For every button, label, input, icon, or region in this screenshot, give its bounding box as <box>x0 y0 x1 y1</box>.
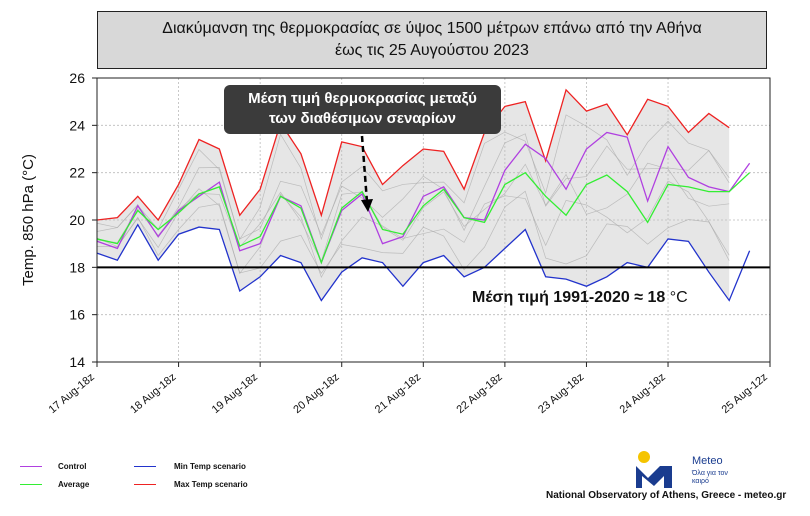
x-tick-label: 23 Aug-18z <box>536 371 586 416</box>
x-tick-label: 22 Aug-18z <box>454 371 504 416</box>
x-tick-label: 21 Aug-18z <box>373 371 423 416</box>
footer-credit: National Observatory of Athens, Greece -… <box>546 490 787 501</box>
x-tick-label: 17 Aug-18z <box>47 371 97 416</box>
logo-tagline: Όλα για τον καιρό <box>692 470 728 485</box>
mean-label-text: Μέση τιμή 1991-2020 ≈ 18 <box>472 289 666 306</box>
x-tick-label: 20 Aug-18z <box>291 371 341 416</box>
mean-label-unit: °C <box>669 289 688 306</box>
y-tick-label: 16 <box>69 307 85 323</box>
x-tick-label: 24 Aug-18z <box>618 371 668 416</box>
legend-control-swatch <box>20 466 42 467</box>
legend-control: Control <box>20 462 86 471</box>
series-line-min <box>96 223 751 302</box>
y-tick-label: 20 <box>69 212 85 228</box>
legend-min: Min Temp scenario <box>134 462 246 471</box>
chart-title-line2: έως τις 25 Αυγούστου 2023 <box>335 42 529 59</box>
legend-average: Average <box>20 480 89 489</box>
legend-max: Max Temp scenario <box>134 480 248 489</box>
legend-average-label: Average <box>58 480 90 489</box>
meteo-logo-icon <box>636 451 672 488</box>
ensemble-member-line <box>96 114 730 241</box>
average-callout: Μέση τιμή θερμοκρασίας μεταξύ των διαθέσ… <box>224 85 501 134</box>
y-tick-label: 14 <box>69 354 85 370</box>
callout-arrow-head <box>361 199 373 212</box>
legend-average-swatch <box>20 484 42 485</box>
series-line-average <box>96 171 751 265</box>
y-axis-label: Temp. 850 hPa (°C) <box>20 154 37 286</box>
logo-word: Meteo <box>692 455 723 467</box>
legend-min-label: Min Temp scenario <box>174 462 246 471</box>
y-tick-label: 24 <box>69 117 85 133</box>
chart-title-box: Διακύμανση της θερμοκρασίας σε ύψος 1500… <box>97 11 767 69</box>
series-line-max <box>96 88 730 222</box>
callout-line2: των διαθέσιμων σεναρίων <box>268 110 456 127</box>
ensemble-member-line <box>96 133 730 240</box>
y-tick-label: 22 <box>69 165 85 181</box>
callout-arrow-line <box>360 135 369 203</box>
ensemble-member-line <box>96 180 730 279</box>
y-tick-label: 26 <box>69 70 85 86</box>
callout-line1: Μέση τιμή θερμοκρασίας μεταξύ <box>248 90 477 107</box>
y-tick-label: 18 <box>69 259 85 275</box>
x-tick-label: 19 Aug-18z <box>210 371 260 416</box>
x-tick-label: 18 Aug-18z <box>128 371 178 416</box>
chart-title-line1: Διακύμανση της θερμοκρασίας σε ύψος 1500… <box>162 20 702 37</box>
ensemble-member-line <box>96 190 730 275</box>
climatology-mean-label: Μέση τιμή 1991-2020 ≈ 18 °C <box>472 289 688 307</box>
legend-min-swatch <box>134 466 156 467</box>
x-tick-label: 25 Aug-12z <box>720 371 770 416</box>
legend-max-label: Max Temp scenario <box>174 480 248 489</box>
legend-control-label: Control <box>58 462 87 471</box>
ensemble-envelope <box>97 89 730 301</box>
legend-max-swatch <box>134 484 156 485</box>
